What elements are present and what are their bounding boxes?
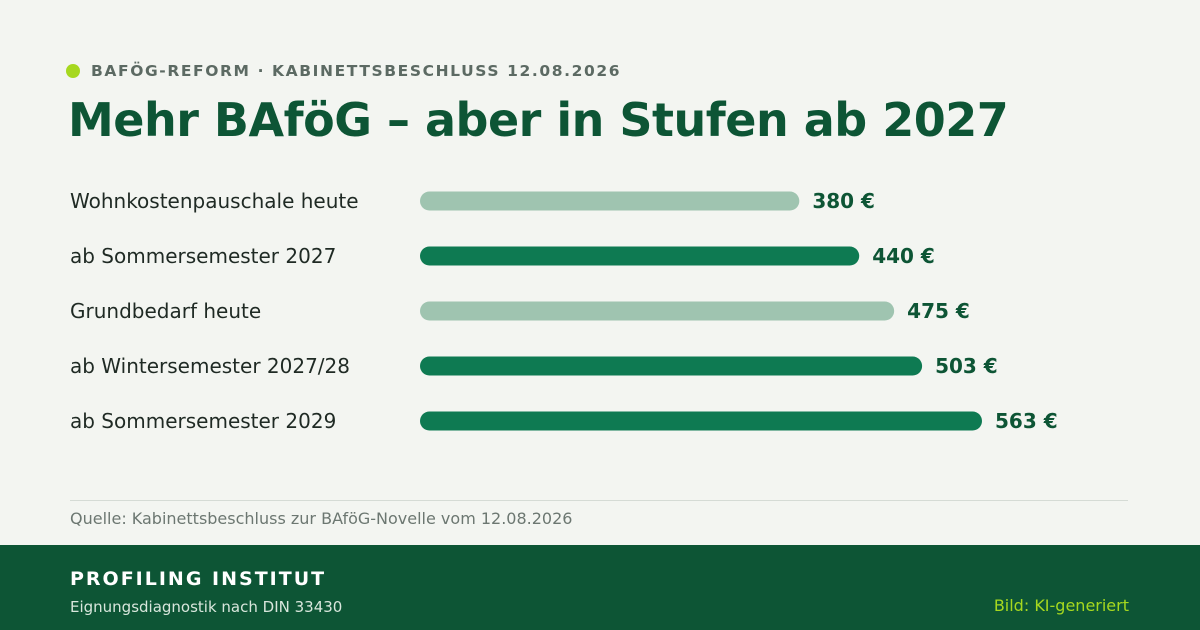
category-label: ab Sommersemester 2029 xyxy=(70,409,336,433)
eyebrow-text: BAFÖG-REFORM · KABINETTSBESCHLUSS 12.08.… xyxy=(91,62,622,80)
category-label: Grundbedarf heute xyxy=(70,299,261,323)
value-label: 380 € xyxy=(812,189,875,213)
org-name: PROFILING INSTITUT xyxy=(70,568,327,590)
bar xyxy=(420,191,800,211)
bar-chart: Wohnkostenpauschale heute 380 € ab Sommers… xyxy=(70,189,1058,433)
category-label: ab Sommersemester 2027 xyxy=(70,244,336,268)
footer: PROFILING INSTITUT Eignungsdiagnostik na… xyxy=(0,545,1200,630)
bar xyxy=(420,356,923,376)
image-credit: Bild: KI-generiert xyxy=(993,596,1129,615)
org-subtitle: Eignungsdiagnostik nach DIN 33430 xyxy=(70,598,343,616)
value-label: 475 € xyxy=(907,299,970,323)
page-title: Mehr BAföG – aber in Stufen ab 2027 xyxy=(68,93,1009,147)
value-label: 440 € xyxy=(872,244,935,268)
source-note: Quelle: Kabinettsbeschluss zur BAföG-Nov… xyxy=(70,509,573,528)
category-label: ab Wintersemester 2027/28 xyxy=(70,354,350,378)
value-label: 563 € xyxy=(995,409,1058,433)
bar xyxy=(420,246,860,266)
divider xyxy=(70,500,1128,501)
value-label: 503 € xyxy=(935,354,998,378)
bar xyxy=(420,301,895,321)
bar xyxy=(420,411,982,431)
eyebrow: BAFÖG-REFORM · KABINETTSBESCHLUSS 12.08.… xyxy=(66,61,621,81)
dot-icon xyxy=(66,64,80,78)
category-label: Wohnkostenpauschale heute xyxy=(70,189,359,213)
